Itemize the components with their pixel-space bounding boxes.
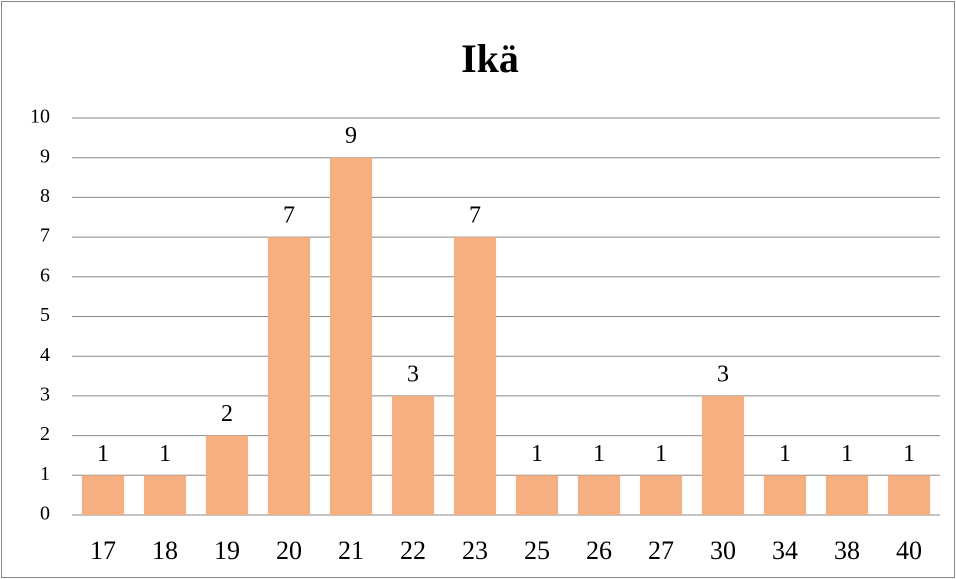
- bar: [701, 395, 745, 515]
- data-label: 3: [407, 361, 419, 387]
- data-label: 1: [97, 441, 109, 467]
- x-tick-label: 38: [834, 536, 860, 565]
- x-tick-label: 34: [772, 536, 798, 565]
- data-label: 1: [531, 441, 543, 467]
- y-tick-label: 7: [40, 225, 50, 247]
- data-label: 1: [903, 441, 915, 467]
- x-tick-label: 23: [462, 536, 488, 565]
- x-tick-label: 22: [400, 536, 426, 565]
- y-tick-label: 4: [40, 344, 50, 366]
- y-tick-label: 6: [40, 264, 50, 286]
- y-tick-label: 0: [40, 503, 50, 525]
- x-tick-label: 21: [338, 536, 364, 565]
- bar: [763, 475, 807, 515]
- y-tick-label: 8: [40, 185, 50, 207]
- bar: [329, 157, 373, 515]
- x-tick-label: 27: [648, 536, 674, 565]
- data-label: 1: [159, 441, 171, 467]
- x-tick-label: 19: [214, 536, 240, 565]
- x-tick-label: 25: [524, 536, 550, 565]
- x-tick-label: 20: [276, 536, 302, 565]
- data-label: 1: [655, 441, 667, 467]
- y-tick-label: 2: [40, 423, 50, 445]
- data-label: 1: [779, 441, 791, 467]
- x-tick-label: 18: [152, 536, 178, 565]
- y-tick-label: 3: [40, 383, 50, 405]
- bar: [639, 475, 683, 515]
- data-label: 7: [283, 203, 295, 229]
- bar: [267, 237, 311, 515]
- bar: [81, 475, 125, 515]
- x-tick-label: 26: [586, 536, 612, 565]
- y-tick-label: 9: [40, 145, 50, 167]
- data-label: 1: [593, 441, 605, 467]
- data-label: 1: [841, 441, 853, 467]
- chart-title: Ikä: [461, 36, 519, 81]
- x-tick-label: 30: [710, 536, 736, 565]
- y-tick-label: 10: [30, 106, 50, 128]
- data-label: 9: [345, 123, 357, 149]
- bar: [205, 435, 249, 515]
- x-tick-label: 40: [896, 536, 922, 565]
- data-label: 7: [469, 203, 481, 229]
- bar: [391, 395, 435, 515]
- bar: [515, 475, 559, 515]
- bar: [453, 237, 497, 515]
- bar: [577, 475, 621, 515]
- x-tick-label: 17: [90, 536, 116, 565]
- y-tick-label: 1: [40, 463, 50, 485]
- data-label: 3: [717, 361, 729, 387]
- y-tick-label: 5: [40, 304, 50, 326]
- bar: [143, 475, 187, 515]
- data-label: 2: [221, 401, 233, 427]
- bar: [887, 475, 931, 515]
- bar: [825, 475, 869, 515]
